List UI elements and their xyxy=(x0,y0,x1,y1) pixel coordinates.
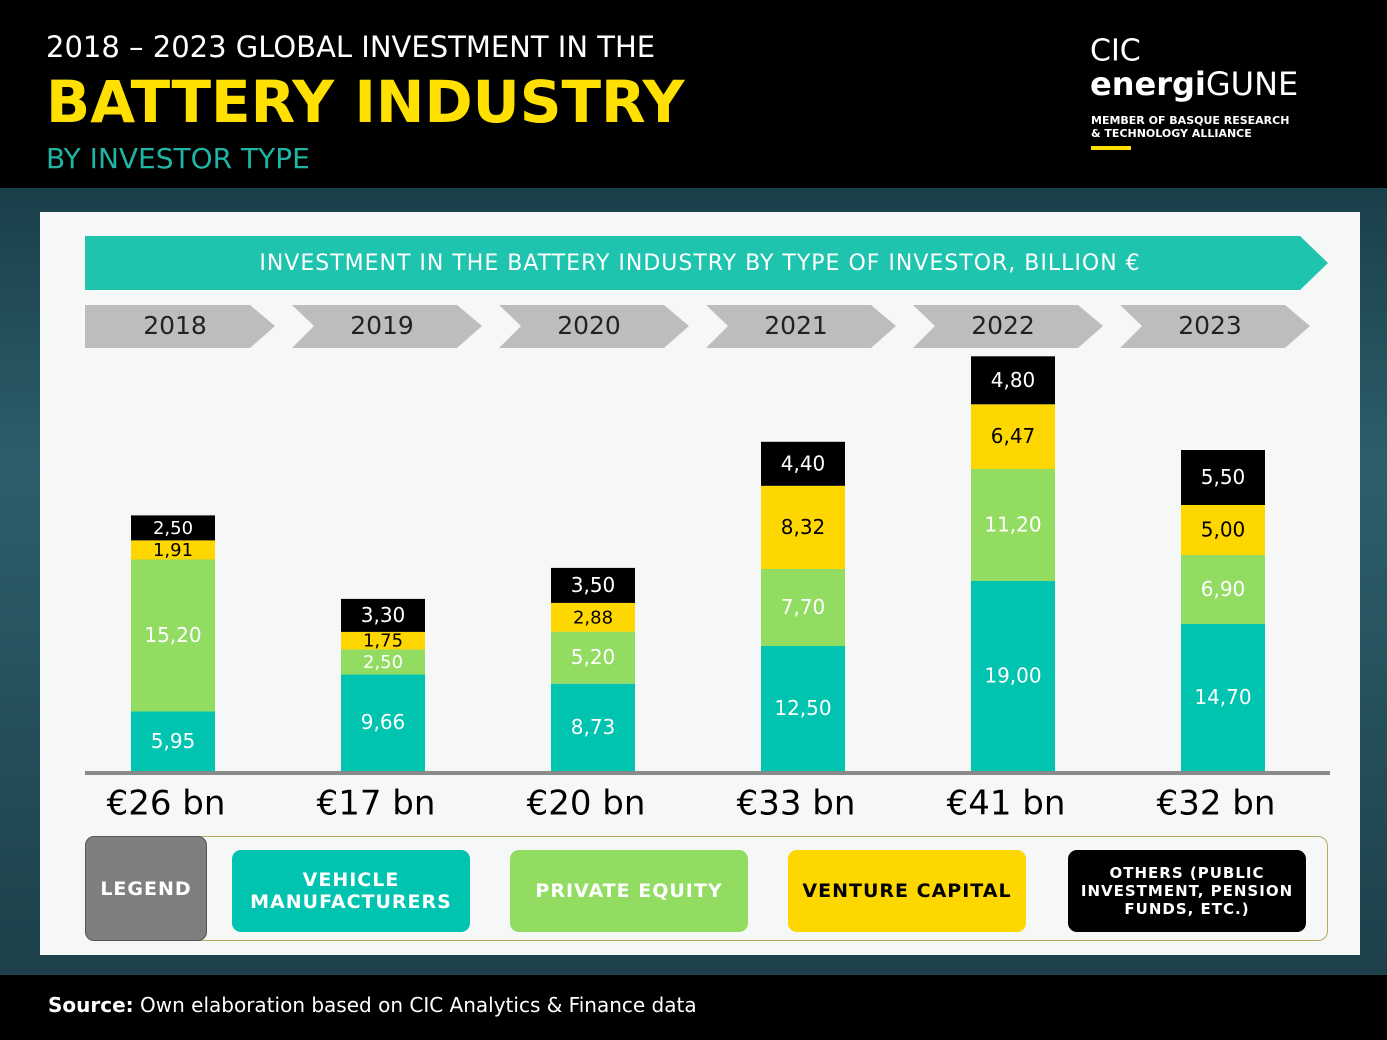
bar-segment xyxy=(131,540,215,560)
bar-segment xyxy=(131,711,215,771)
value-label: 1,75 xyxy=(363,631,403,652)
bar-segment xyxy=(761,441,845,486)
year-chevron xyxy=(706,305,896,348)
logo-tagline: MEMBER OF BASQUE RESEARCH xyxy=(1091,114,1289,127)
value-label: 5,95 xyxy=(151,729,196,753)
bar-segment xyxy=(1181,450,1265,505)
year-label: 2021 xyxy=(764,311,828,340)
chart-title: INVESTMENT IN THE BATTERY INDUSTRY BY TY… xyxy=(259,251,1140,276)
bar-segment xyxy=(551,567,635,603)
bar-segment xyxy=(341,631,425,650)
year-chevron xyxy=(1120,305,1310,348)
value-label: 1,91 xyxy=(153,540,193,561)
bar-segment xyxy=(551,631,635,684)
year-label: 2020 xyxy=(557,311,621,340)
value-label: 5,00 xyxy=(1201,518,1246,542)
header-band xyxy=(0,0,1387,188)
bar-segment xyxy=(971,356,1055,405)
legend-entry: VEHICLE MANUFACTURERS xyxy=(232,850,470,932)
logo-bar xyxy=(1091,146,1131,150)
year-label: 2019 xyxy=(350,311,414,340)
value-label: 6,47 xyxy=(991,424,1036,448)
value-label: 2,50 xyxy=(363,652,403,673)
bar-segment xyxy=(551,602,635,632)
value-label: 7,70 xyxy=(781,595,826,619)
total-label: €32 bn xyxy=(1157,784,1276,824)
legend-entry: PRIVATE EQUITY xyxy=(510,850,748,932)
bar-segment xyxy=(971,581,1055,771)
total-label: €20 bn xyxy=(527,784,646,824)
bar-segment xyxy=(1181,555,1265,624)
year-label: 2023 xyxy=(1178,311,1242,340)
bar-segment xyxy=(131,559,215,712)
source-label: Source: xyxy=(48,993,134,1017)
legend-entry: VENTURE CAPITAL xyxy=(788,850,1026,932)
header-line: 2018 – 2023 GLOBAL INVESTMENT IN THE xyxy=(46,30,655,64)
value-label: 8,32 xyxy=(781,515,826,539)
bar-segment xyxy=(761,646,845,771)
bar-segment xyxy=(341,674,425,771)
value-label: 3,30 xyxy=(361,603,406,627)
bar-segment xyxy=(1181,505,1265,555)
value-label: 9,66 xyxy=(361,710,406,734)
source: Source: Own elaboration based on CIC Ana… xyxy=(48,993,697,1017)
value-label: 4,40 xyxy=(781,451,826,475)
value-label: 12,50 xyxy=(774,696,831,720)
year-chevron xyxy=(292,305,482,348)
total-label: €41 bn xyxy=(947,784,1066,824)
value-label: 11,20 xyxy=(984,513,1041,537)
bar-segment xyxy=(971,469,1055,581)
bar-segment xyxy=(341,598,425,632)
bar-segment xyxy=(131,515,215,541)
source-text: Own elaboration based on CIC Analytics &… xyxy=(134,993,697,1017)
bar-segment xyxy=(761,569,845,646)
legend-title: LEGEND xyxy=(85,836,207,941)
logo-top: CIC xyxy=(1090,34,1141,69)
bar-segment xyxy=(971,404,1055,469)
bar-segment xyxy=(341,649,425,675)
year-chevron xyxy=(913,305,1103,348)
logo-light: GUNE xyxy=(1206,65,1298,103)
value-label: 2,50 xyxy=(153,518,193,539)
bar-segment xyxy=(761,485,845,569)
total-label: €33 bn xyxy=(737,784,856,824)
header-title: BATTERY INDUSTRY xyxy=(46,68,686,136)
value-label: 6,90 xyxy=(1201,577,1246,601)
year-label: 2018 xyxy=(143,311,207,340)
value-label: 2,88 xyxy=(573,607,613,628)
value-label: 3,50 xyxy=(571,573,616,597)
value-label: 5,50 xyxy=(1201,465,1246,489)
value-label: 19,00 xyxy=(984,664,1041,688)
footer-band xyxy=(0,975,1387,1040)
value-label: 8,73 xyxy=(571,715,616,739)
year-label: 2022 xyxy=(971,311,1035,340)
logo-bold: energi xyxy=(1090,65,1206,103)
logo-tagline: & TECHNOLOGY ALLIANCE xyxy=(1091,127,1252,140)
bar-segment xyxy=(1181,624,1265,771)
value-label: 14,70 xyxy=(1194,685,1251,709)
total-label: €26 bn xyxy=(107,784,226,824)
legend-entry: OTHERS (PUBLIC INVESTMENT, PENSION FUNDS… xyxy=(1068,850,1306,932)
header-subtitle: BY INVESTOR TYPE xyxy=(46,142,310,175)
value-label: 15,20 xyxy=(144,623,201,647)
bar-segment xyxy=(551,683,635,771)
year-chevron xyxy=(499,305,689,348)
value-label: 5,20 xyxy=(571,645,616,669)
value-label: 4,80 xyxy=(991,368,1036,392)
chart-title-banner xyxy=(85,236,1328,290)
logo-name: energiGUNE xyxy=(1090,65,1298,103)
total-label: €17 bn xyxy=(317,784,436,824)
year-chevron xyxy=(85,305,275,348)
